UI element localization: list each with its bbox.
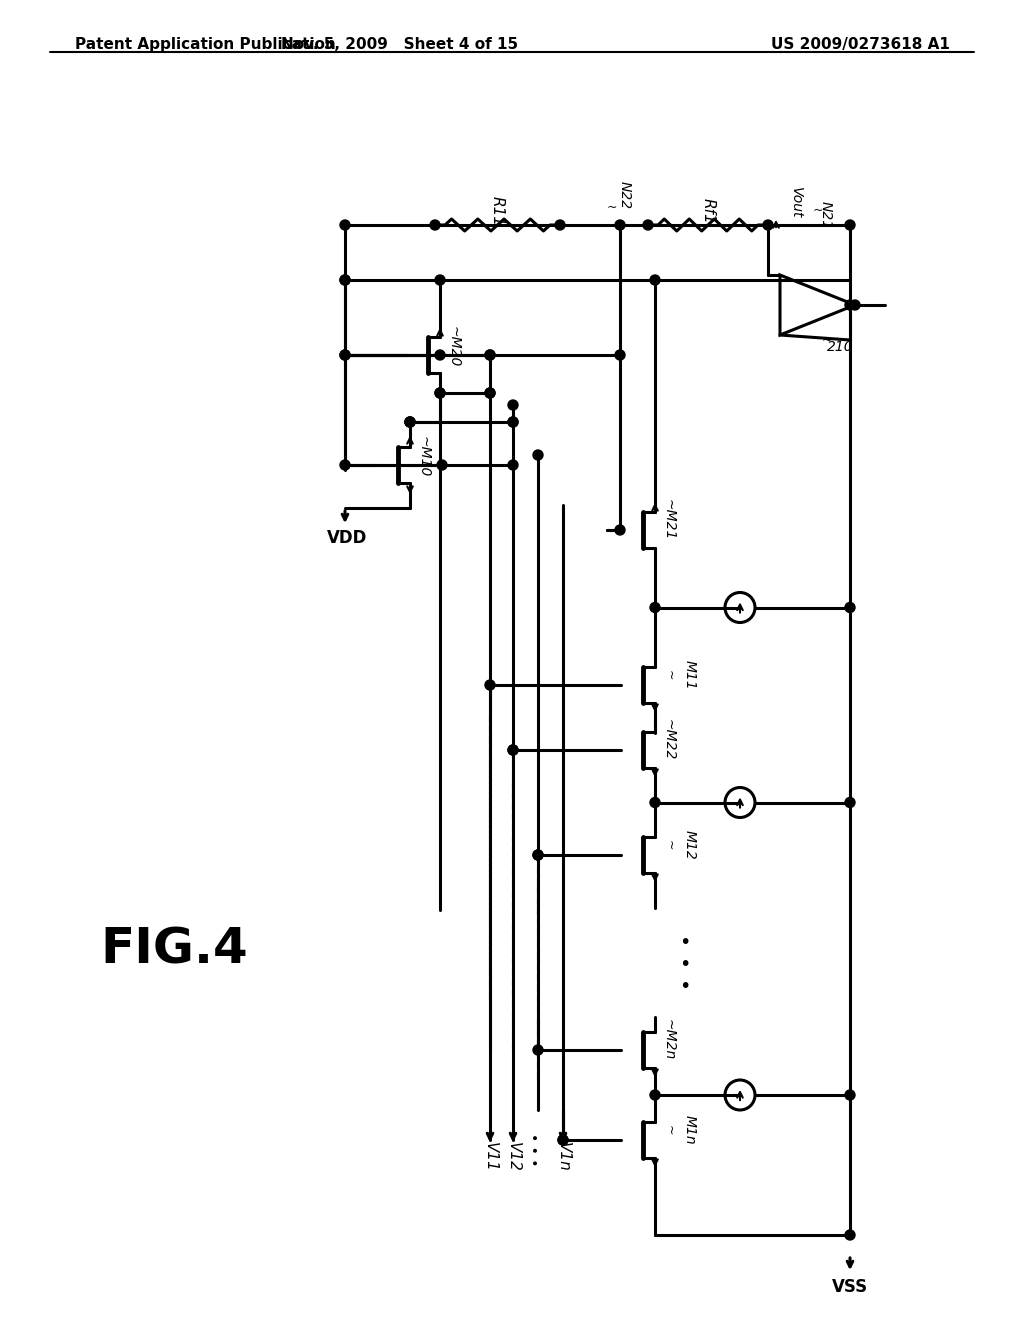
Text: ~M21: ~M21: [662, 499, 676, 541]
Text: ~M2n: ~M2n: [662, 1019, 676, 1061]
Text: ~M20: ~M20: [447, 326, 461, 368]
Circle shape: [435, 350, 445, 360]
Text: VDD: VDD: [327, 529, 368, 546]
Text: ~M10: ~M10: [417, 437, 431, 478]
Text: M11: M11: [683, 660, 697, 690]
Circle shape: [406, 417, 415, 426]
Text: M12: M12: [683, 830, 697, 859]
Circle shape: [845, 797, 855, 808]
Circle shape: [485, 388, 495, 399]
Circle shape: [615, 350, 625, 360]
Text: • • •: • • •: [526, 1134, 540, 1167]
Text: V11: V11: [482, 1142, 498, 1172]
Text: Patent Application Publication: Patent Application Publication: [75, 37, 336, 51]
Circle shape: [508, 400, 518, 411]
Circle shape: [340, 350, 350, 360]
Circle shape: [643, 220, 653, 230]
Circle shape: [340, 220, 350, 230]
Circle shape: [485, 388, 495, 399]
Circle shape: [845, 300, 855, 310]
Circle shape: [508, 417, 518, 426]
Circle shape: [615, 220, 625, 230]
Circle shape: [650, 1090, 660, 1100]
Text: R11: R11: [490, 195, 505, 226]
Circle shape: [558, 1135, 568, 1144]
Circle shape: [435, 388, 445, 399]
Circle shape: [485, 680, 495, 690]
Circle shape: [508, 459, 518, 470]
Text: N22: N22: [618, 181, 632, 209]
Text: VSS: VSS: [831, 1278, 868, 1296]
Circle shape: [534, 450, 543, 459]
Text: Nov. 5, 2009   Sheet 4 of 15: Nov. 5, 2009 Sheet 4 of 15: [282, 37, 518, 51]
Circle shape: [650, 602, 660, 612]
Circle shape: [485, 350, 495, 360]
Circle shape: [406, 417, 415, 426]
Text: ~: ~: [821, 334, 833, 346]
Circle shape: [558, 1135, 568, 1144]
Circle shape: [430, 220, 440, 230]
Text: ~: ~: [663, 1125, 676, 1135]
Circle shape: [508, 744, 518, 755]
Text: ~: ~: [813, 203, 823, 216]
Circle shape: [845, 602, 855, 612]
Text: ~: ~: [663, 840, 676, 850]
Text: Vout: Vout: [790, 187, 803, 219]
Circle shape: [534, 850, 543, 861]
Circle shape: [845, 1090, 855, 1100]
Circle shape: [650, 275, 660, 285]
Circle shape: [845, 220, 855, 230]
Circle shape: [508, 744, 518, 755]
Circle shape: [406, 417, 415, 426]
Text: ~: ~: [663, 669, 676, 680]
Circle shape: [845, 1230, 855, 1239]
Text: V12: V12: [506, 1142, 520, 1172]
Circle shape: [850, 300, 860, 310]
Circle shape: [435, 388, 445, 399]
Text: N21: N21: [819, 201, 833, 230]
Circle shape: [340, 275, 350, 285]
Text: ~M22: ~M22: [662, 719, 676, 760]
Text: •
•
•: • • •: [679, 933, 690, 997]
Text: M1n: M1n: [683, 1115, 697, 1144]
Circle shape: [340, 459, 350, 470]
Circle shape: [650, 797, 660, 808]
Circle shape: [555, 220, 565, 230]
Text: US 2009/0273618 A1: US 2009/0273618 A1: [771, 37, 950, 51]
Text: FIG.4: FIG.4: [100, 927, 248, 974]
Text: V1n: V1n: [555, 1142, 570, 1172]
Circle shape: [435, 275, 445, 285]
Circle shape: [340, 350, 350, 360]
Text: Rf1: Rf1: [700, 198, 716, 224]
Circle shape: [340, 275, 350, 285]
Circle shape: [485, 350, 495, 360]
Circle shape: [534, 850, 543, 861]
Circle shape: [763, 220, 773, 230]
Circle shape: [437, 459, 447, 470]
Text: ~: ~: [607, 201, 617, 214]
Circle shape: [508, 417, 518, 426]
Circle shape: [615, 525, 625, 535]
Circle shape: [534, 1045, 543, 1055]
Text: 210: 210: [826, 341, 853, 354]
